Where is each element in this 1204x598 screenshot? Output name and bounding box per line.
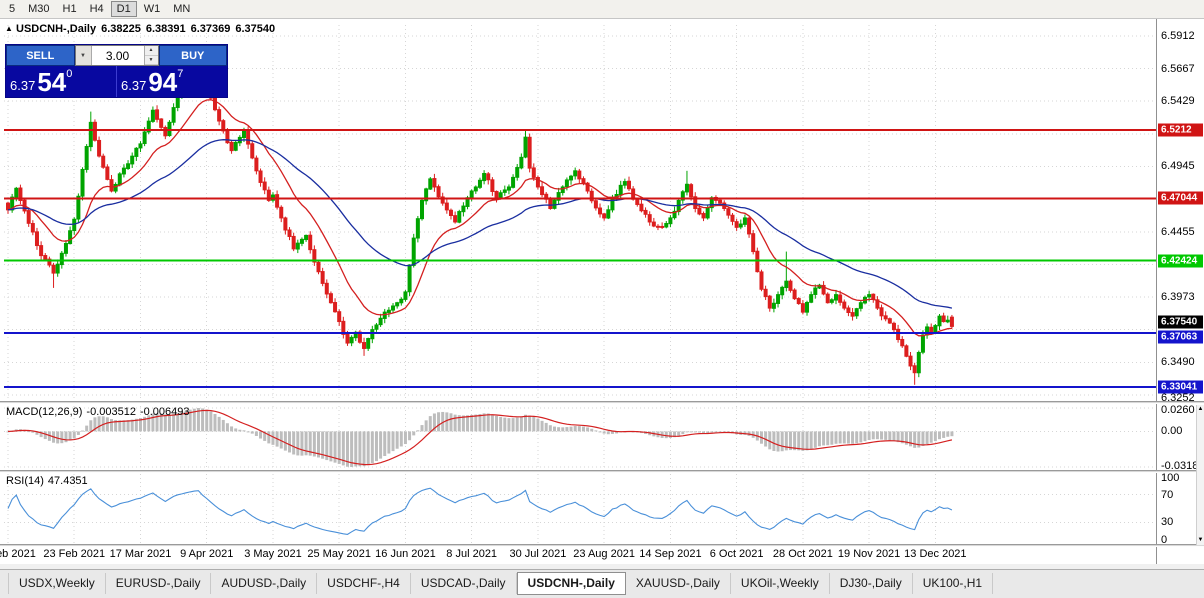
ask-price-sup: 7 (177, 68, 184, 80)
bid-ask-display: 6.37 54 0 6.37 94 7 (6, 66, 227, 97)
timeframe-button-D1[interactable]: D1 (110, 1, 137, 17)
ask-price-prefix: 6.37 (121, 78, 147, 93)
chart-tab-UKOil-Weekly[interactable]: UKOil-,Weekly (731, 573, 830, 594)
rsi-indicator-label: RSI(14) 47.4351 (6, 475, 92, 487)
volume-up-icon[interactable]: ▲ (144, 46, 158, 56)
chart-window[interactable]: ▲ USDCNH-,Daily 6.38225 6.38391 6.37369 6.37… (0, 19, 1204, 564)
volume-down-icon[interactable]: ▼ (144, 55, 158, 65)
scroll-down-icon[interactable]: ▼ (1197, 537, 1204, 543)
timeframe-button-MN[interactable]: MN (173, 3, 191, 15)
scroll-up-icon[interactable]: ▲ (1197, 406, 1204, 412)
panel-separator-rsi[interactable] (0, 470, 1204, 473)
volume-spinner: ▲ ▼ (143, 46, 158, 65)
rsi-line (7, 487, 953, 535)
price-chart-canvas[interactable] (0, 19, 1204, 564)
bid-price: 6.37 54 0 (6, 66, 116, 97)
bid-ask-divider (116, 66, 117, 97)
timeframe-toolbar: 5 M30 H1 H4 D1 W1 MN (0, 0, 1204, 19)
ohlc-low: 6.37369 (190, 23, 231, 35)
rsi-layer (4, 494, 1156, 523)
ma-slow-line (7, 139, 953, 309)
ohlc-open: 6.38225 (101, 23, 141, 35)
timeframe-button-W1[interactable]: W1 (143, 3, 161, 15)
volume-input[interactable]: 3.00 (105, 48, 130, 63)
volume-box: ▼ 3.00 ▲ ▼ (74, 45, 159, 66)
ohlc-close: 6.37540 (235, 23, 276, 35)
macd-indicator-label: MACD(12,26,9) -0.003512 -0.006493 (6, 406, 194, 418)
chart-tab-USDX-Weekly[interactable]: USDX,Weekly (8, 573, 106, 594)
volume-dropdown-icon[interactable]: ▼ (75, 46, 92, 65)
chart-tab-DJ30-Daily[interactable]: DJ30-,Daily (830, 573, 913, 594)
chart-symbol-period: USDCNH-,Daily (16, 23, 97, 35)
vertical-scrollbar[interactable]: ▲ ▼ (1196, 405, 1204, 545)
bid-price-sup: 0 (66, 68, 73, 80)
sell-button[interactable]: SELL (6, 45, 75, 66)
one-click-trading-toggle-icon[interactable]: ▲ (5, 24, 13, 33)
rsi-value: 47.4351 (47, 475, 88, 487)
macd-signal-line (7, 409, 953, 466)
one-click-trading-panel: SELL ▼ 3.00 ▲ ▼ BUY 6.37 54 0 (5, 44, 228, 98)
trade-panel-controls: SELL ▼ 3.00 ▲ ▼ BUY (6, 45, 227, 66)
buy-button[interactable]: BUY (158, 45, 227, 66)
bid-price-prefix: 6.37 (10, 78, 36, 93)
macd-value-main: -0.003512 (86, 406, 136, 418)
rsi-name: RSI(14) (6, 475, 44, 487)
panel-separator-macd[interactable] (0, 401, 1204, 404)
timeframe-button-M30[interactable]: M30 (28, 3, 50, 15)
chart-tabs-bar: USDX,Weekly EURUSD-,Daily AUDUSD-,Daily USD… (0, 569, 1204, 598)
bid-price-big: 54 (37, 67, 67, 98)
timeframe-button-H1[interactable]: H1 (62, 3, 77, 15)
timeframe-button-5[interactable]: 5 (9, 3, 16, 15)
macd-name: MACD(12,26,9) (6, 406, 83, 418)
chart-ohlc-header: USDCNH-,Daily 6.38225 6.38391 6.37369 6.3754… (16, 23, 280, 35)
ask-price: 6.37 94 7 (117, 66, 227, 97)
candles-layer (6, 57, 954, 385)
ohlc-high: 6.38391 (145, 23, 186, 35)
panel-separator-dates[interactable] (0, 544, 1204, 547)
chart-tab-USDCHF-H4[interactable]: USDCHF-,H4 (317, 573, 411, 594)
chart-tab-UK100-H1[interactable]: UK100-,H1 (913, 573, 994, 594)
horizontal-level-lines (4, 129, 1156, 388)
ma-fast-line (7, 99, 952, 337)
chart-tab-XAUUSD-Daily[interactable]: XAUUSD-,Daily (626, 573, 731, 594)
chart-tab-USDCAD-Daily[interactable]: USDCAD-,Daily (411, 573, 517, 594)
chart-tab-USDCNH-Daily[interactable]: USDCNH-,Daily (516, 572, 626, 595)
ask-price-big: 94 (148, 67, 178, 98)
timeframe-button-H4[interactable]: H4 (89, 3, 104, 15)
chart-tab-EURUSD-Daily[interactable]: EURUSD-,Daily (106, 573, 212, 594)
macd-value-signal: -0.006493 (139, 406, 190, 418)
chart-tab-AUDUSD-Daily[interactable]: AUDUSD-,Daily (211, 573, 318, 594)
